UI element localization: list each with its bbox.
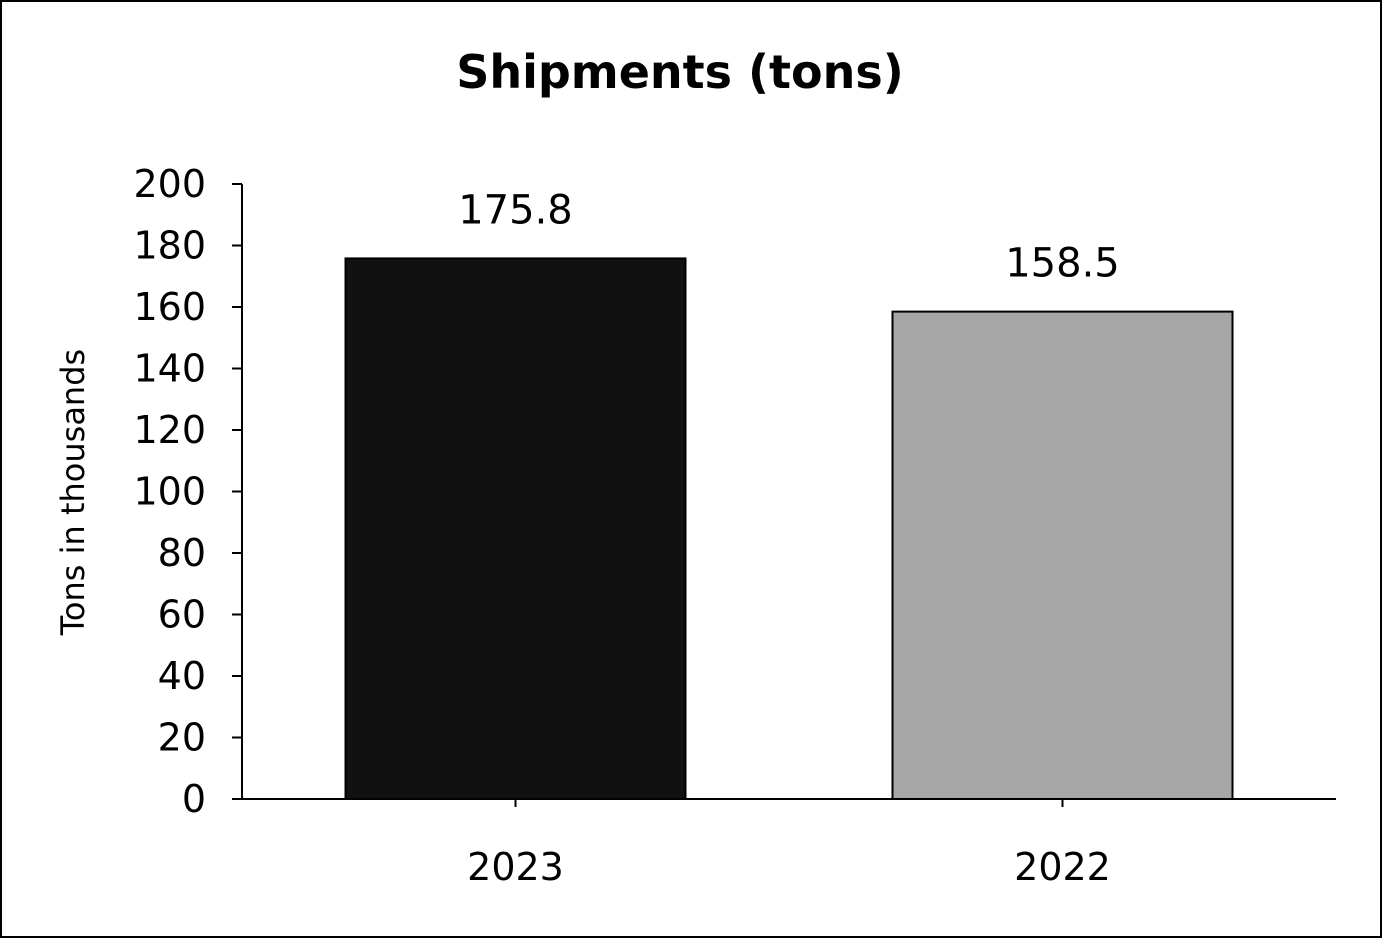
axes <box>232 183 1336 807</box>
bar <box>344 257 687 801</box>
y-tick-label: 100 <box>133 470 206 514</box>
data-labels: 175.8 158.5 <box>458 187 1120 286</box>
x-tick-label: 2022 <box>1014 845 1111 889</box>
bar <box>891 310 1234 800</box>
data-label: 158.5 <box>1005 241 1120 287</box>
y-tick-label: 140 <box>133 347 206 391</box>
tick-labels: 0 20 40 60 80 100 120 140 160 180 200 2023 2022 <box>133 162 1110 889</box>
y-tick-label: 0 <box>182 777 206 821</box>
y-tick-label: 20 <box>158 716 206 760</box>
chart-title: Shipments (tons) <box>456 45 904 99</box>
y-tick-label: 200 <box>133 162 206 206</box>
data-label: 175.8 <box>458 187 573 233</box>
y-tick-label: 180 <box>133 224 206 268</box>
y-axis-label: Tons in thousands <box>54 349 92 636</box>
y-tick-label: 160 <box>133 285 206 329</box>
y-tick-label: 60 <box>158 593 206 637</box>
x-tick-label: 2023 <box>467 845 564 889</box>
bars <box>344 257 1234 801</box>
y-tick-label: 80 <box>158 531 206 575</box>
y-tick-label: 40 <box>158 654 206 698</box>
y-tick-label: 120 <box>133 408 206 452</box>
